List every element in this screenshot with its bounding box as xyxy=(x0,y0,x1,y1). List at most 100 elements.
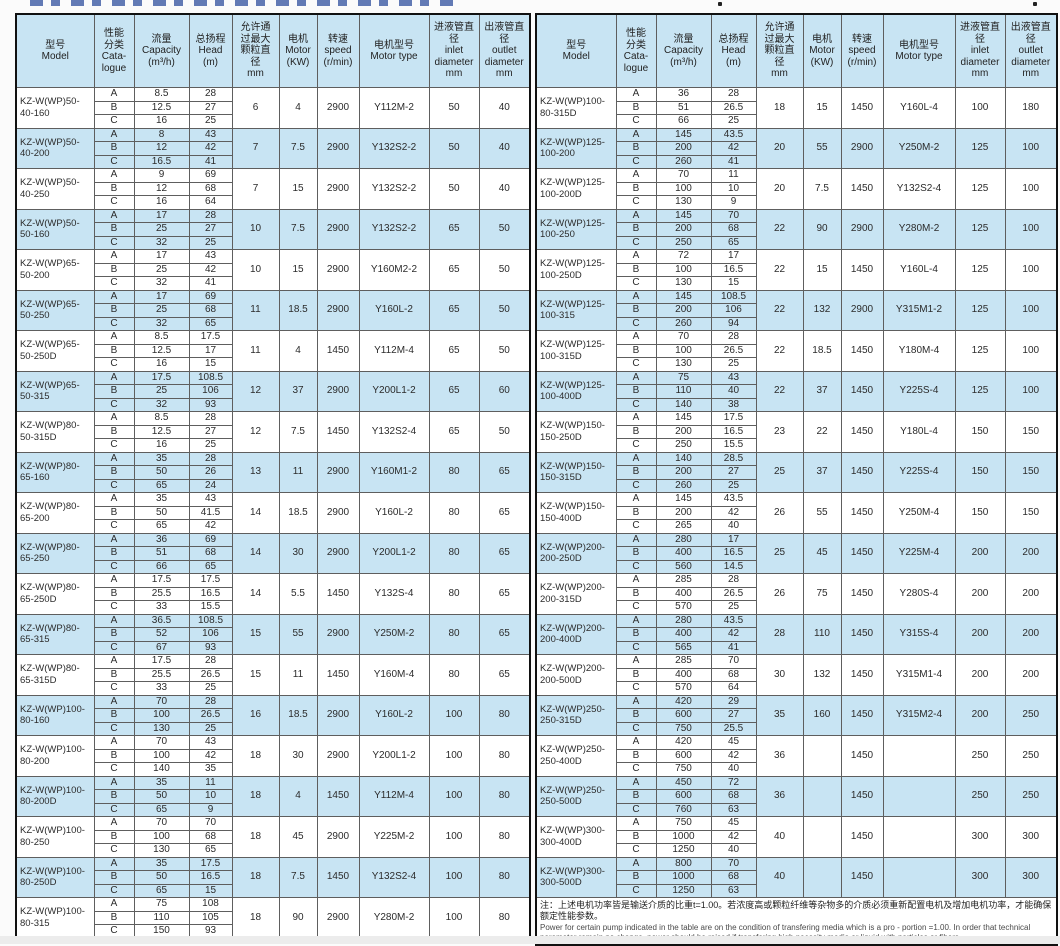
motor-kw-cell: 45 xyxy=(278,816,318,858)
particle-cell: 14 xyxy=(231,532,280,574)
capacity-cell: 70 xyxy=(133,816,190,831)
speed-cell: 1450 xyxy=(840,330,884,372)
capacity-cell: 32 xyxy=(133,316,190,331)
capacity-cell: 280 xyxy=(655,613,712,628)
capacity-cell: 100 xyxy=(655,181,712,196)
catalogue-cell: B xyxy=(615,546,657,561)
head-cell: 17.5 xyxy=(188,856,233,871)
particle-cell: 15 xyxy=(231,613,280,655)
catalogue-cell: A xyxy=(93,532,135,547)
motor-type-cell: Y200L1-2 xyxy=(358,370,430,412)
particle-cell: 16 xyxy=(231,694,280,736)
capacity-cell: 600 xyxy=(655,789,712,804)
catalogue-cell: C xyxy=(93,802,135,817)
page-bottom-margin xyxy=(0,936,1060,944)
model-cell: KZ-W(WP)80- 65-200 xyxy=(15,492,95,534)
motor-type-cell: Y160M-4 xyxy=(358,654,430,696)
head-cell: 38 xyxy=(710,397,757,412)
outlet-cell: 200 xyxy=(1004,654,1058,696)
head-cell: 16.5 xyxy=(188,586,233,601)
catalogue-cell: A xyxy=(93,613,135,628)
inlet-cell: 150 xyxy=(954,411,1006,453)
table-row: KZ-W(WP)65- 50-250D A 8.5 17.5 11 4 1450 Y112M-… xyxy=(15,330,531,372)
motor-kw-cell: 7.5 xyxy=(278,411,318,453)
table-row: KZ-W(WP)125- 100-250D A 72 17 22 15 1450 Y160L-… xyxy=(535,249,1058,291)
catalogue-cell: B xyxy=(615,789,657,804)
table-row: C 130 15 xyxy=(536,276,1057,291)
model-cell: KZ-W(WP)50- 40-200 xyxy=(15,127,95,169)
model-cell: KZ-W(WP)125- 100-250D xyxy=(535,249,617,291)
table-row: KZ-W(WP)125- 100-400D A 75 43 22 37 1450 Y225S-… xyxy=(535,370,1058,412)
catalogue-header: 性能 分类 Cata- logue xyxy=(615,13,657,88)
capacity-cell: 17.5 xyxy=(133,370,190,385)
catalogue-cell: A xyxy=(615,87,657,102)
head-cell: 26.5 xyxy=(188,708,233,723)
catalogue-cell: B xyxy=(615,262,657,277)
speed-cell: 2900 xyxy=(316,127,360,169)
motor-kw-cell: 75 xyxy=(802,573,842,615)
catalogue-cell: C xyxy=(93,316,135,331)
head-cell: 17 xyxy=(710,532,757,547)
capacity-cell: 1000 xyxy=(655,870,712,885)
catalogue-cell: B xyxy=(93,748,135,763)
capacity-cell: 8.5 xyxy=(133,330,190,345)
head-cell: 45 xyxy=(710,816,757,831)
head-cell: 28 xyxy=(188,451,233,466)
speed-cell: 1450 xyxy=(840,87,884,129)
table-row: B 12.5 17 xyxy=(16,343,530,358)
table-row: KZ-W(WP)200- 200-500D A 285 70 30 132 1450 Y315… xyxy=(535,654,1058,696)
table-row: C 570 64 xyxy=(536,681,1057,696)
capacity-cell: 25.5 xyxy=(133,667,190,682)
outlet-cell: 40 xyxy=(478,127,531,169)
catalogue-cell: B xyxy=(615,708,657,723)
inlet-cell: 300 xyxy=(954,816,1006,858)
particle-cell: 40 xyxy=(755,856,804,898)
cropped-title-dot xyxy=(718,2,722,6)
capacity-cell: 1250 xyxy=(655,843,712,858)
capacity-cell: 420 xyxy=(655,735,712,750)
capacity-cell: 36 xyxy=(655,87,712,102)
particle-cell: 7 xyxy=(231,168,280,210)
motor-type-cell: Y315M1-2 xyxy=(882,289,956,331)
motor-type-cell: Y132S2-2 xyxy=(358,168,430,210)
capacity-cell: 12.5 xyxy=(133,343,190,358)
head-cell: 15.5 xyxy=(710,438,757,453)
table-row: C 150 93 xyxy=(16,924,530,939)
catalogue-cell: C xyxy=(615,438,657,453)
table-row: KZ-W(WP)100- 80-315D A 36 28 18 15 1450 Y160L-4… xyxy=(535,87,1058,129)
table-row: C 130 25 xyxy=(16,721,530,736)
motor-kw-cell: 45 xyxy=(802,532,842,574)
capacity-cell: 65 xyxy=(133,802,190,817)
speed-cell: 1450 xyxy=(316,411,360,453)
speed-cell: 1450 xyxy=(840,249,884,291)
head-cell: 45 xyxy=(710,735,757,750)
table-row: C 250 15.5 xyxy=(536,438,1057,453)
motor-kw-cell: 160 xyxy=(802,694,842,736)
head-cell: 28 xyxy=(710,573,757,588)
model-cell: KZ-W(WP)125- 100-200 xyxy=(535,127,617,169)
motor-type-cell: Y315S-4 xyxy=(882,613,956,655)
model-cell: KZ-W(WP)65- 50-200 xyxy=(15,249,95,291)
capacity-cell: 260 xyxy=(655,478,712,493)
catalogue-cell: B xyxy=(93,303,135,318)
model-cell: KZ-W(WP)100- 80-250D xyxy=(15,856,95,898)
table-row: C 32 65 xyxy=(16,316,530,331)
capacity-cell: 140 xyxy=(655,451,712,466)
particle-cell: 36 xyxy=(755,735,804,777)
table-row: C 140 38 xyxy=(536,397,1057,412)
head-cell: 16.5 xyxy=(710,424,757,439)
inlet-cell: 150 xyxy=(954,492,1006,534)
head-cell: 42 xyxy=(188,262,233,277)
head-cell: 42 xyxy=(710,829,757,844)
motor-kw-cell: 55 xyxy=(278,613,318,655)
outlet-cell: 100 xyxy=(1004,249,1058,291)
head-cell: 17.5 xyxy=(710,411,757,426)
capacity-cell: 200 xyxy=(655,222,712,237)
catalogue-cell: B xyxy=(93,829,135,844)
head-cell: 68 xyxy=(188,829,233,844)
table-row: KZ-W(WP)125- 100-200 A 145 43.5 20 55 2900 Y250… xyxy=(535,127,1058,169)
table-row: C 16.5 41 xyxy=(16,154,530,169)
capacity-cell: 16 xyxy=(133,114,190,129)
model-cell: KZ-W(WP)200- 200-400D xyxy=(535,613,617,655)
catalogue-cell: C xyxy=(93,721,135,736)
